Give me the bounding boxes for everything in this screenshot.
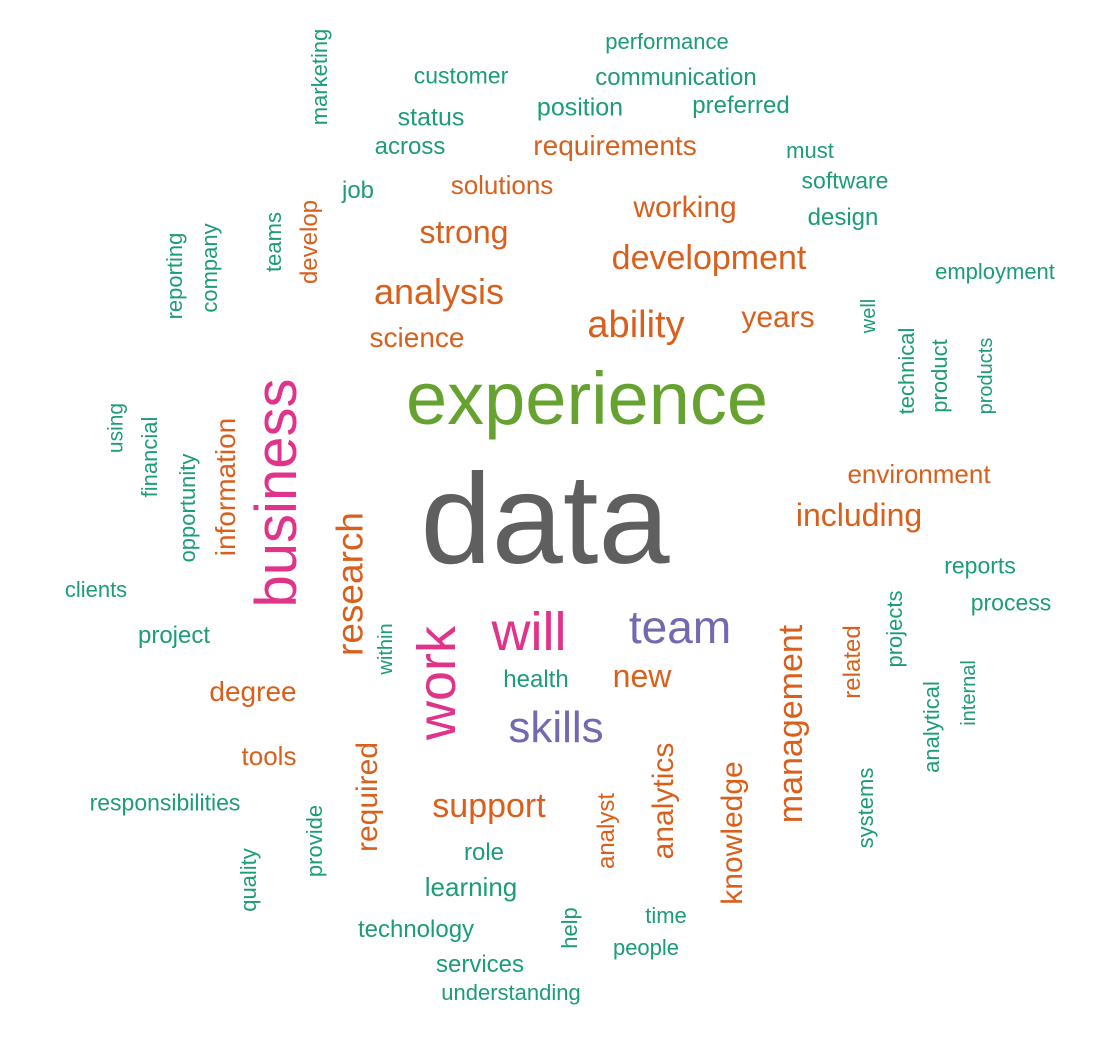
word-customer: customer: [413, 62, 509, 89]
word-must: must: [786, 138, 834, 163]
word-tools: tools: [241, 741, 297, 771]
word-products: products: [975, 337, 997, 415]
word-product: product: [927, 339, 952, 413]
word-project: project: [137, 622, 211, 649]
word-preferred: preferred: [692, 92, 790, 119]
word-company: company: [197, 223, 222, 313]
word-degree: degree: [209, 676, 297, 707]
word-reporting: reporting: [162, 232, 187, 320]
word-help: help: [557, 907, 582, 949]
word-science: science: [369, 322, 465, 353]
word-years: years: [741, 301, 815, 334]
word-marketing: marketing: [307, 28, 332, 126]
word-software: software: [801, 167, 889, 194]
word-new: new: [612, 658, 672, 694]
word-ability: ability: [587, 304, 685, 346]
word-reports: reports: [944, 552, 1016, 579]
word-required: required: [351, 741, 384, 853]
word-strong: strong: [419, 214, 509, 250]
word-well: well: [858, 298, 880, 334]
word-using: using: [104, 402, 128, 454]
word-time: time: [645, 903, 687, 928]
word-opportunity: opportunity: [175, 453, 200, 563]
word-technical: technical: [894, 327, 919, 415]
word-support: support: [432, 787, 546, 825]
word-projects: projects: [882, 590, 907, 668]
word-requirements: requirements: [533, 130, 697, 161]
word-experience: experience: [405, 357, 769, 440]
word-working: working: [633, 191, 737, 224]
word-understanding: understanding: [441, 980, 581, 1005]
word-technology: technology: [357, 916, 475, 943]
word-teams: teams: [261, 212, 286, 272]
word-including: including: [795, 497, 923, 533]
word-financial: financial: [137, 416, 162, 498]
word-communication: communication: [595, 64, 757, 91]
word-position: position: [536, 93, 624, 122]
word-analytics: analytics: [647, 742, 680, 860]
word-work: work: [407, 625, 467, 741]
word-skills: skills: [508, 703, 604, 752]
word-solutions: solutions: [450, 170, 554, 200]
word-information: information: [210, 417, 241, 557]
word-development: development: [611, 239, 807, 277]
word-internal: internal: [958, 660, 980, 726]
word-data: data: [420, 448, 670, 591]
word-clients: clients: [64, 577, 128, 602]
word-quality: quality: [236, 848, 261, 912]
word-process: process: [970, 589, 1052, 616]
word-develop: develop: [296, 199, 323, 285]
word-research: research: [329, 512, 371, 656]
word-within: within: [375, 623, 397, 675]
word-performance: performance: [605, 29, 729, 54]
word-related: related: [839, 625, 866, 699]
word-design: design: [807, 204, 879, 231]
word-health: health: [503, 666, 569, 693]
word-systems: systems: [853, 767, 878, 849]
word-analyst: analyst: [593, 792, 620, 870]
word-people: people: [612, 935, 680, 960]
word-team: team: [628, 601, 732, 653]
word-analytical: analytical: [919, 681, 944, 773]
word-management: management: [772, 624, 810, 824]
word-job: job: [341, 177, 375, 204]
word-services: services: [435, 951, 525, 978]
word-knowledge: knowledge: [716, 761, 749, 905]
word-across: across: [374, 133, 446, 160]
word-analysis: analysis: [373, 271, 505, 312]
word-status: status: [397, 103, 465, 132]
word-employment: employment: [935, 259, 1055, 284]
word-responsibilities: responsibilities: [89, 789, 241, 816]
word-role: role: [463, 839, 505, 866]
word-provide: provide: [302, 804, 327, 878]
word-environment: environment: [847, 459, 991, 489]
word-will: will: [491, 602, 567, 662]
word-business: business: [244, 378, 309, 608]
word-learning: learning: [424, 872, 518, 902]
